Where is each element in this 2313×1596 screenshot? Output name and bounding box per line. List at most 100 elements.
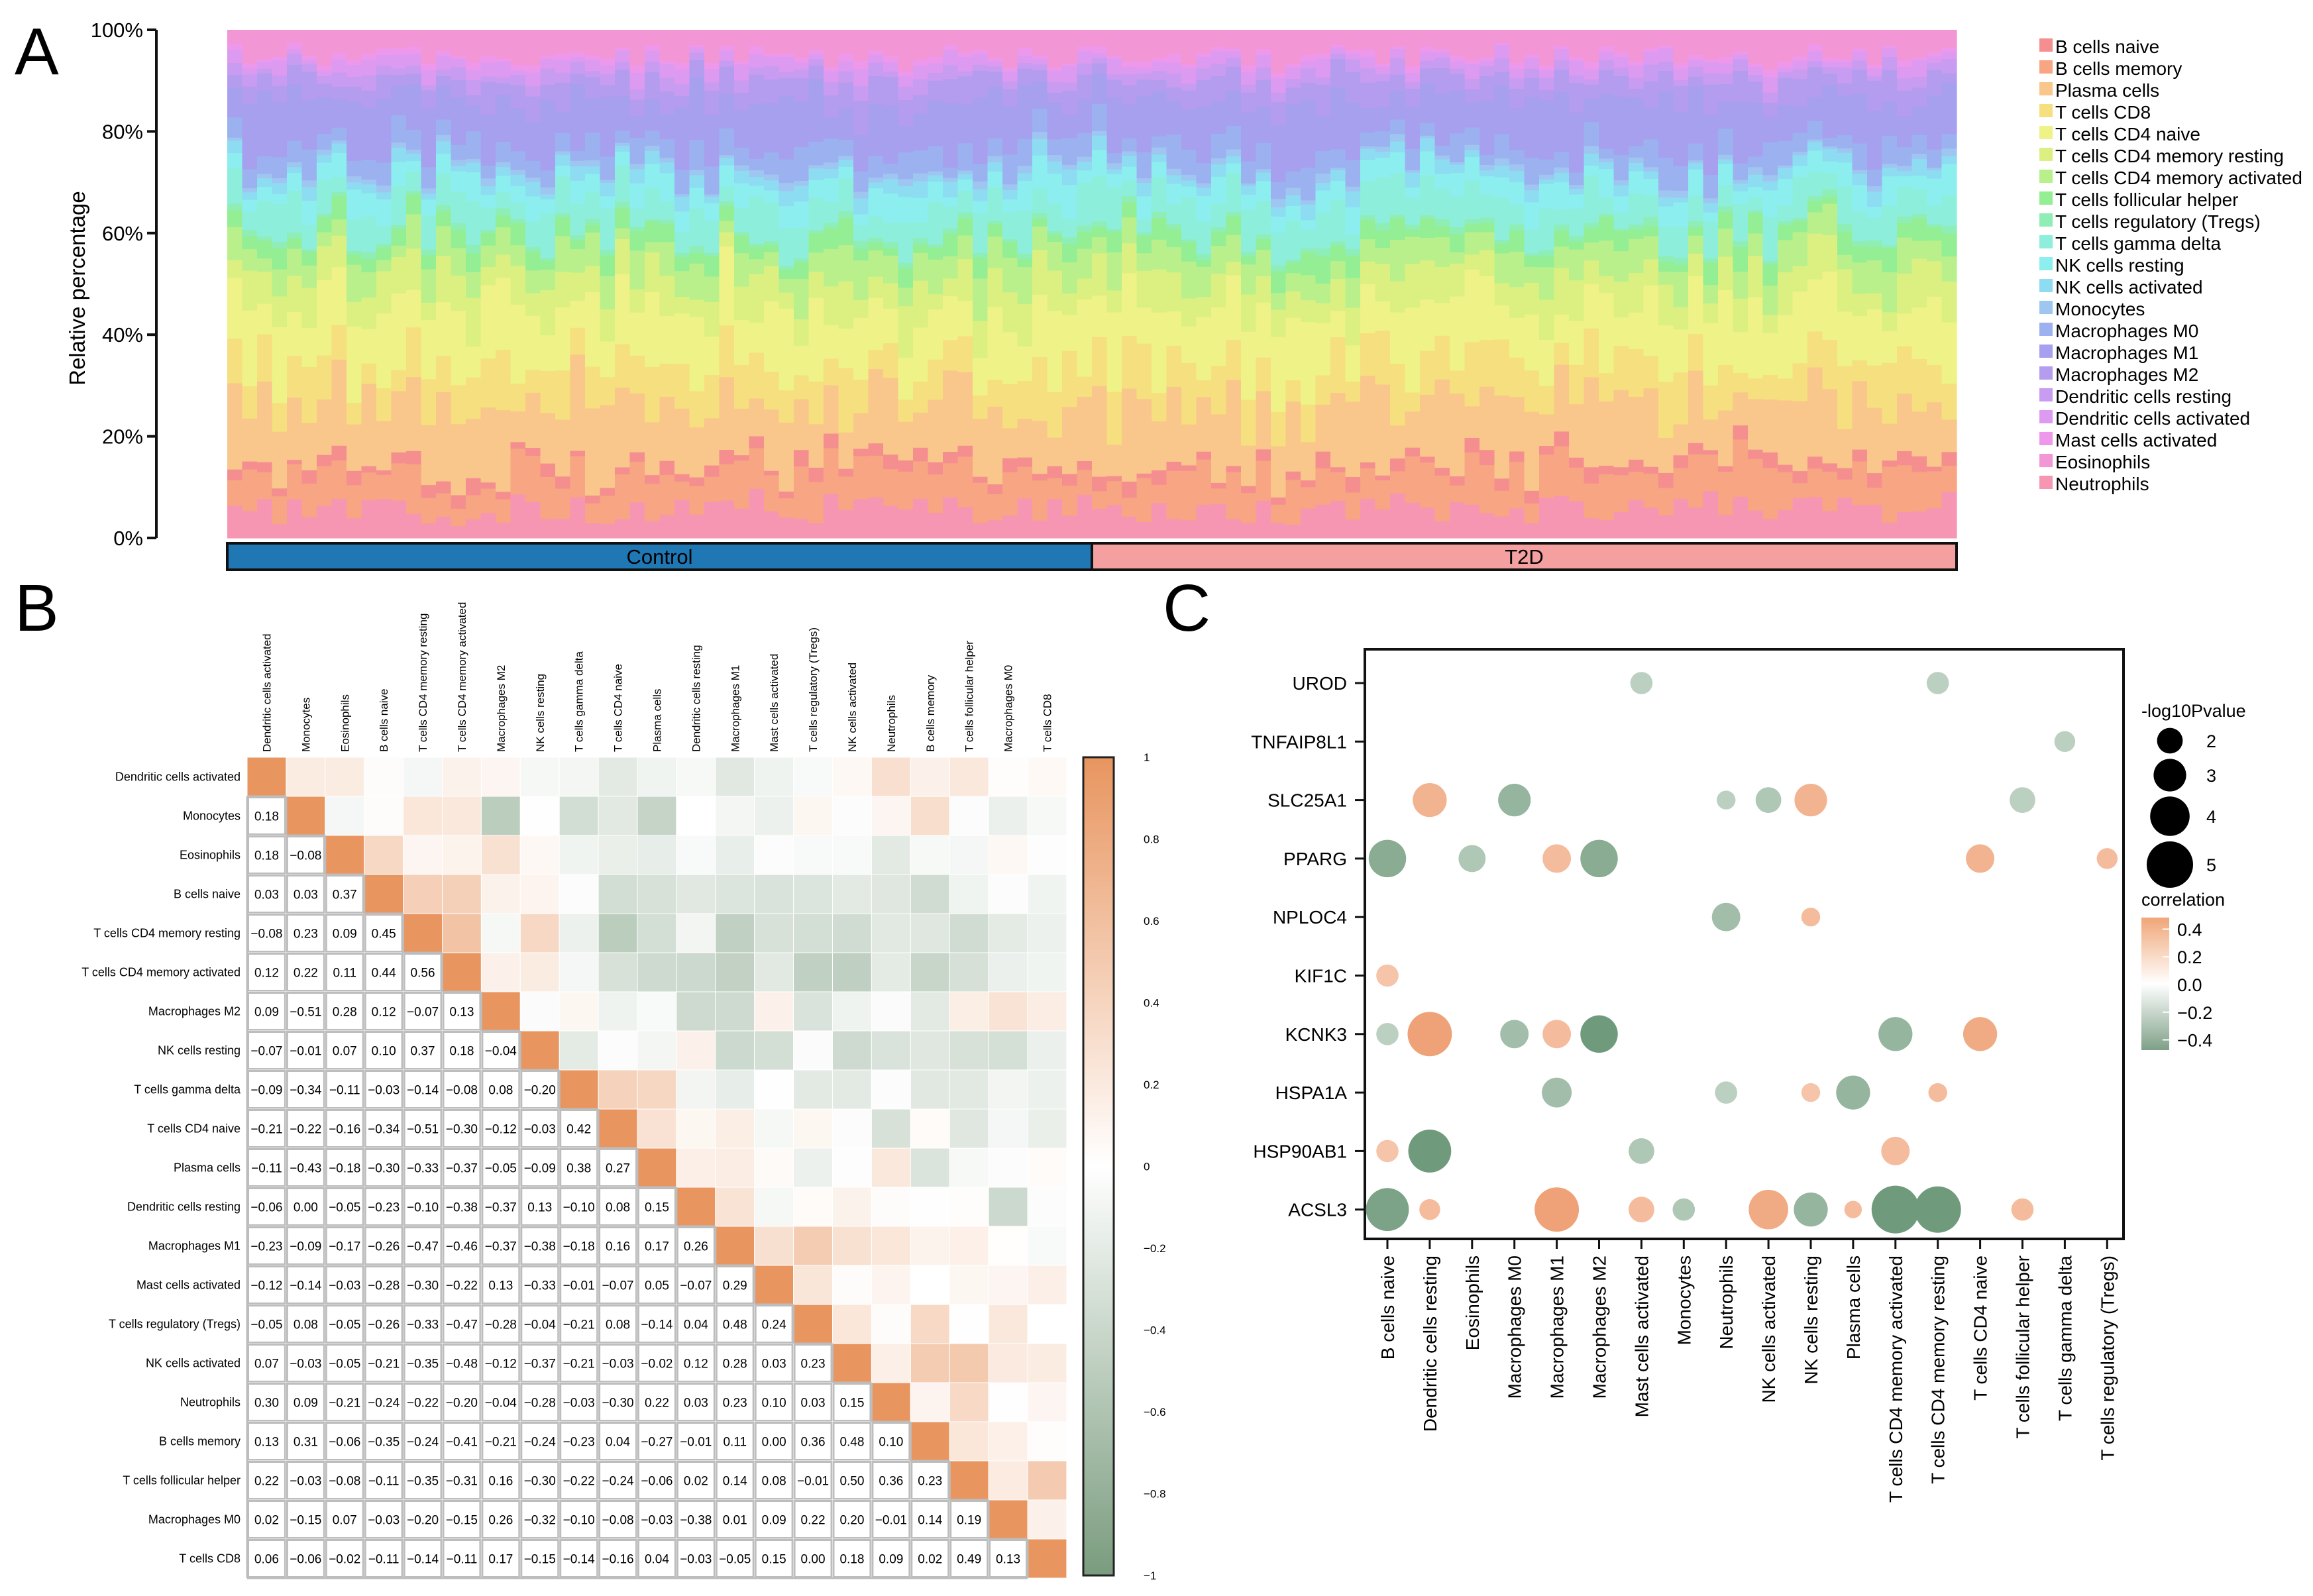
- a-bar-segment: [227, 74, 243, 88]
- a-bar-segment: [1479, 512, 1495, 539]
- a-bar-segment: [1196, 266, 1212, 297]
- a-bar-segment: [1241, 186, 1257, 195]
- a-bar-segment: [615, 50, 631, 62]
- a-bar-segment: [913, 222, 929, 239]
- a-bar-segment: [719, 376, 735, 451]
- a-bar-segment: [1092, 176, 1108, 222]
- a-bar-segment: [1106, 186, 1122, 229]
- a-bar-segment: [1345, 492, 1361, 520]
- a-bar-segment: [242, 104, 258, 170]
- b-cell: [832, 796, 872, 836]
- a-bar-segment: [510, 186, 526, 203]
- a-bar-segment: [1152, 211, 1167, 219]
- a-bar-segment: [1748, 174, 1764, 187]
- a-bar-segment: [913, 252, 929, 281]
- b-cell: [715, 1108, 755, 1149]
- b-cell-value: −0.02: [641, 1357, 672, 1371]
- a-bar-segment: [1450, 172, 1466, 196]
- a-bar-segment: [615, 165, 631, 202]
- a-bar-segment: [749, 352, 765, 399]
- a-bar-segment: [1479, 449, 1495, 466]
- a-bar-segment: [496, 207, 511, 216]
- a-bar-segment: [1494, 58, 1510, 72]
- a-bar-segment: [719, 201, 735, 207]
- a-bar-segment: [1450, 263, 1466, 297]
- a-bar-segment: [883, 242, 899, 248]
- a-bar-segment: [287, 459, 303, 464]
- a-bar-segment: [957, 190, 973, 213]
- a-bar-segment: [943, 49, 959, 66]
- b-cell: [676, 835, 716, 875]
- a-bar-segment: [227, 338, 243, 384]
- a-bar-segment: [1867, 217, 1883, 240]
- a-bar-segment: [615, 151, 631, 166]
- a-bar-segment: [361, 179, 377, 185]
- a-bar-segment: [227, 62, 243, 76]
- a-bar-segment: [272, 182, 288, 195]
- a-bar-segment: [659, 138, 675, 158]
- a-bar-segment: [1733, 271, 1748, 299]
- b-cell: [364, 874, 404, 914]
- a-bar-segment: [570, 160, 586, 167]
- a-bar-segment: [1539, 208, 1555, 250]
- b-value-box: [247, 875, 286, 914]
- a-bar-segment: [973, 97, 989, 165]
- a-bar-segment: [510, 64, 526, 71]
- a-bar-segment: [1718, 514, 1734, 539]
- a-bar-segment: [1554, 446, 1570, 496]
- a-bar-segment: [227, 30, 243, 44]
- a-bar-segment: [1822, 235, 1838, 272]
- b-cell-value: −0.38: [680, 1514, 712, 1528]
- a-bar-segment: [1211, 51, 1227, 64]
- a-bar-segment: [1941, 233, 1957, 257]
- a-bar-segment: [331, 176, 347, 192]
- a-bar-segment: [1584, 145, 1599, 154]
- a-bar-segment: [287, 248, 303, 276]
- a-bar-segment: [1897, 237, 1913, 274]
- a-bar-segment: [376, 30, 392, 48]
- a-bar-segment: [1613, 511, 1629, 539]
- a-bar-segment: [1539, 497, 1555, 539]
- c-size-legend-title: -log10Pvalue: [2141, 701, 2246, 721]
- c-dot: [1407, 1012, 1452, 1057]
- a-bar-segment: [1673, 85, 1689, 112]
- a-bar-segment: [1941, 133, 1957, 149]
- a-bar-segment: [1584, 228, 1599, 243]
- a-bar-segment: [1584, 79, 1599, 85]
- a-bar-segment: [1911, 218, 1927, 241]
- a-bar-segment: [376, 185, 392, 193]
- a-bar-segment: [600, 65, 616, 75]
- a-bar-segment: [1360, 68, 1376, 83]
- a-bar-segment: [1792, 165, 1808, 177]
- a-bar-segment: [1673, 424, 1689, 456]
- b-cell: [910, 1069, 950, 1110]
- a-bar-segment: [1152, 177, 1167, 212]
- a-bar-segment: [719, 220, 735, 233]
- a-bar-segment: [361, 472, 377, 501]
- a-bar-segment: [957, 170, 973, 174]
- a-bar-segment: [645, 474, 661, 484]
- a-bar-segment: [1181, 67, 1197, 84]
- a-bar-segment: [957, 56, 973, 72]
- a-bar-segment: [1330, 240, 1346, 246]
- a-bar-segment: [928, 56, 943, 64]
- a-bar-segment: [1390, 119, 1406, 134]
- a-bar-segment: [1703, 62, 1719, 74]
- a-bar-segment: [1345, 186, 1361, 191]
- a-bar-segment: [1792, 482, 1808, 498]
- a-bar-segment: [272, 247, 288, 270]
- a-bar-segment: [838, 60, 854, 72]
- a-bar-segment: [331, 99, 347, 128]
- a-bar-segment: [1226, 30, 1242, 49]
- a-legend-swatch: [2039, 148, 2053, 161]
- a-bar-segment: [436, 119, 452, 135]
- panel-label-a: A: [15, 15, 59, 89]
- a-bar-segment: [1062, 164, 1078, 170]
- c-cell-label: Monocytes: [1674, 1255, 1694, 1345]
- a-bar-segment: [1092, 52, 1108, 58]
- a-bar-segment: [913, 150, 929, 174]
- c-cell-labels: B cells naive Dendritic cells resting Eosi…: [1377, 1239, 2118, 1503]
- a-bar-segment: [272, 402, 288, 432]
- a-bar-segment: [719, 246, 735, 326]
- a-bar-segment: [898, 471, 914, 509]
